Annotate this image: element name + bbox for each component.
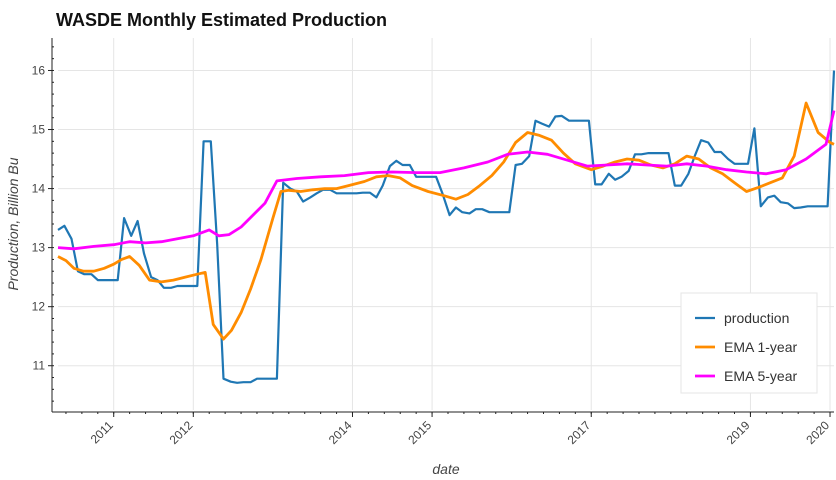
y-tick-label: 12 (32, 300, 46, 314)
legend-label[interactable]: production (724, 310, 789, 326)
y-tick-label: 13 (32, 241, 46, 255)
x-tick-label: 2015 (405, 418, 434, 447)
x-tick-label: 2017 (565, 418, 594, 447)
y-tick-label: 15 (32, 123, 46, 137)
x-axis-label: date (432, 461, 459, 477)
x-tick-label: 2011 (88, 418, 116, 446)
series-line-ema-1-year (57, 101, 835, 341)
x-tick-label: 2020 (803, 418, 832, 447)
x-tick-label: 2012 (167, 418, 196, 447)
legend-label[interactable]: EMA 1-year (724, 339, 797, 355)
y-axis-label: Production, Billion Bu (5, 157, 21, 290)
y-tick-label: 11 (33, 359, 46, 373)
y-tick-label: 14 (32, 182, 46, 196)
y-tick-label: 16 (32, 63, 46, 77)
series-line-ema-5-year (57, 110, 836, 251)
legend[interactable]: production EMA 1-year EMA 5-year (680, 292, 818, 394)
chart-title: WASDE Monthly Estimated Production (56, 10, 387, 30)
x-tick-label: 2014 (326, 418, 355, 447)
series-lines (57, 70, 836, 384)
series-line-production (57, 70, 836, 384)
x-tick-label: 2019 (724, 418, 753, 447)
grid (58, 38, 834, 410)
legend-label[interactable]: EMA 5-year (724, 368, 797, 384)
